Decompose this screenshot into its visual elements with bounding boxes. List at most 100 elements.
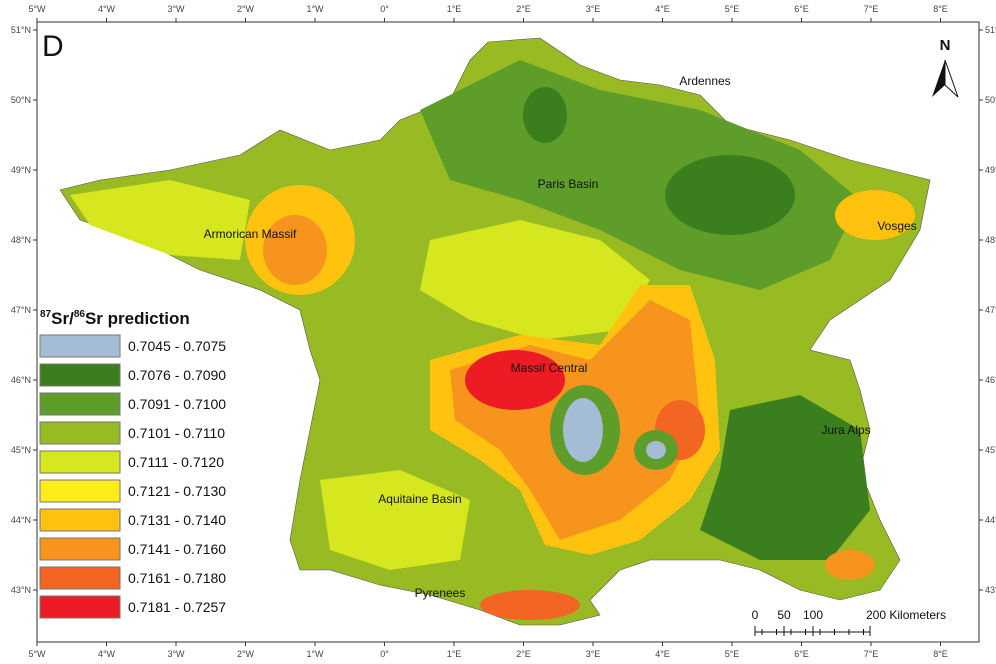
scale-label: 100 <box>803 608 823 622</box>
legend-title-sup: 86 <box>74 309 86 320</box>
north-arrow-right <box>944 59 959 98</box>
zone-yellow <box>70 180 250 260</box>
latitude-label: 51°N <box>985 25 996 35</box>
latitude-label: 50°N <box>11 95 31 105</box>
longitude-label: 4°W <box>98 649 116 659</box>
north-arrow-left <box>932 60 945 97</box>
scale-label: 200 Kilometers <box>866 608 946 622</box>
zone-red <box>465 350 565 410</box>
panel-label: D <box>42 30 64 63</box>
latitude-label: 45°N <box>11 445 31 455</box>
legend-title: 87Sr/86Sr prediction <box>40 309 190 328</box>
longitude-label: 5°W <box>28 4 46 14</box>
longitude-label: 5°E <box>725 649 740 659</box>
latitude-label: 43°N <box>11 585 31 595</box>
latitude-label: 44°N <box>11 515 31 525</box>
france-surface <box>59 37 931 626</box>
zone-blue <box>563 398 603 462</box>
latitude-label: 48°N <box>11 235 31 245</box>
zone-yellow <box>320 470 470 570</box>
longitude-label: 2°W <box>237 4 255 14</box>
longitude-label: 6°E <box>794 4 809 14</box>
longitude-label: 0° <box>380 4 389 14</box>
legend-label: 0.7131 - 0.7140 <box>128 512 226 528</box>
region-label: Pyrenees <box>415 586 466 600</box>
region-label: Ardennes <box>679 74 730 88</box>
latitude-label: 47°N <box>11 305 31 315</box>
longitude-label: 3°E <box>586 4 601 14</box>
legend-swatch <box>39 537 121 561</box>
longitude-label: 1°W <box>306 4 324 14</box>
legend-label: 0.7121 - 0.7130 <box>128 483 226 499</box>
longitude-label: 1°W <box>306 649 324 659</box>
legend-label: 0.7161 - 0.7180 <box>128 570 226 586</box>
legend-swatch <box>39 450 121 474</box>
zone-dark-green <box>665 155 795 235</box>
latitude-label: 45°N <box>985 445 996 455</box>
longitude-label: 1°E <box>447 649 462 659</box>
legend-swatch <box>39 421 121 445</box>
latitude-label: 50°N <box>985 95 996 105</box>
zone-orange <box>263 215 327 285</box>
zone-yellow <box>420 220 650 340</box>
legend-title-part: Sr prediction <box>85 309 190 328</box>
region-label: Massif Central <box>511 361 588 375</box>
legend-title-part: Sr/ <box>51 309 74 328</box>
longitude-label: 8°E <box>933 649 948 659</box>
zone-dark-green <box>700 395 870 560</box>
scale-bar: 0 50 100 200 Kilometers <box>752 608 946 636</box>
region-label: Vosges <box>877 219 916 233</box>
north-arrow: N <box>932 37 959 98</box>
scale-label: 50 <box>777 608 791 622</box>
latitude-label: 48°N <box>985 235 996 245</box>
legend-label: 0.7101 - 0.7110 <box>128 425 225 441</box>
longitude-label: 3°W <box>167 649 185 659</box>
legend-swatch <box>39 363 121 387</box>
north-label: N <box>940 37 951 54</box>
legend-swatch <box>39 566 121 590</box>
longitude-label: 2°E <box>516 4 531 14</box>
longitude-label: 5°W <box>28 649 46 659</box>
legend-title-sup: 87 <box>40 309 52 320</box>
region-label: Paris Basin <box>538 177 599 191</box>
latitude-label: 49°N <box>985 165 996 175</box>
region-label: Aquitaine Basin <box>378 492 461 506</box>
zone-orange <box>835 190 915 240</box>
longitude-label: 7°E <box>864 4 879 14</box>
longitude-label: 2°W <box>237 649 255 659</box>
region-label: Armorican Massif <box>204 227 297 241</box>
latitude-label: 51°N <box>11 25 31 35</box>
latitude-label: 43°N <box>985 585 996 595</box>
legend-swatch <box>39 595 121 619</box>
longitude-label: 4°E <box>655 649 670 659</box>
legend-swatch <box>39 479 121 503</box>
longitude-label: 5°E <box>725 4 740 14</box>
longitude-label: 4°E <box>655 4 670 14</box>
legend-swatch <box>39 392 121 416</box>
latitude-label: 44°N <box>985 515 996 525</box>
zone-orange <box>480 590 580 620</box>
legend-label: 0.7181 - 0.7257 <box>128 599 226 615</box>
legend-label: 0.7076 - 0.7090 <box>128 367 226 383</box>
legend-label: 0.7141 - 0.7160 <box>128 541 226 557</box>
latitude-label: 47°N <box>985 305 996 315</box>
longitude-label: 4°W <box>98 4 116 14</box>
zone-blue <box>646 441 666 459</box>
longitude-label: 3°W <box>167 4 185 14</box>
longitude-label: 7°E <box>864 649 879 659</box>
latitude-label: 46°N <box>11 375 31 385</box>
longitude-label: 0° <box>380 649 389 659</box>
zone-dark-green <box>523 87 567 143</box>
longitude-label: 1°E <box>447 4 462 14</box>
legend-swatch <box>39 334 121 358</box>
longitude-label: 2°E <box>516 649 531 659</box>
longitude-label: 3°E <box>586 649 601 659</box>
legend-swatch <box>39 508 121 532</box>
longitude-label: 8°E <box>933 4 948 14</box>
latitude-label: 49°N <box>11 165 31 175</box>
legend-label: 0.7045 - 0.7075 <box>128 338 226 354</box>
scale-label: 0 <box>752 608 759 622</box>
region-label: Jura Alps <box>821 423 870 437</box>
legend-label: 0.7111 - 0.7120 <box>128 454 224 470</box>
